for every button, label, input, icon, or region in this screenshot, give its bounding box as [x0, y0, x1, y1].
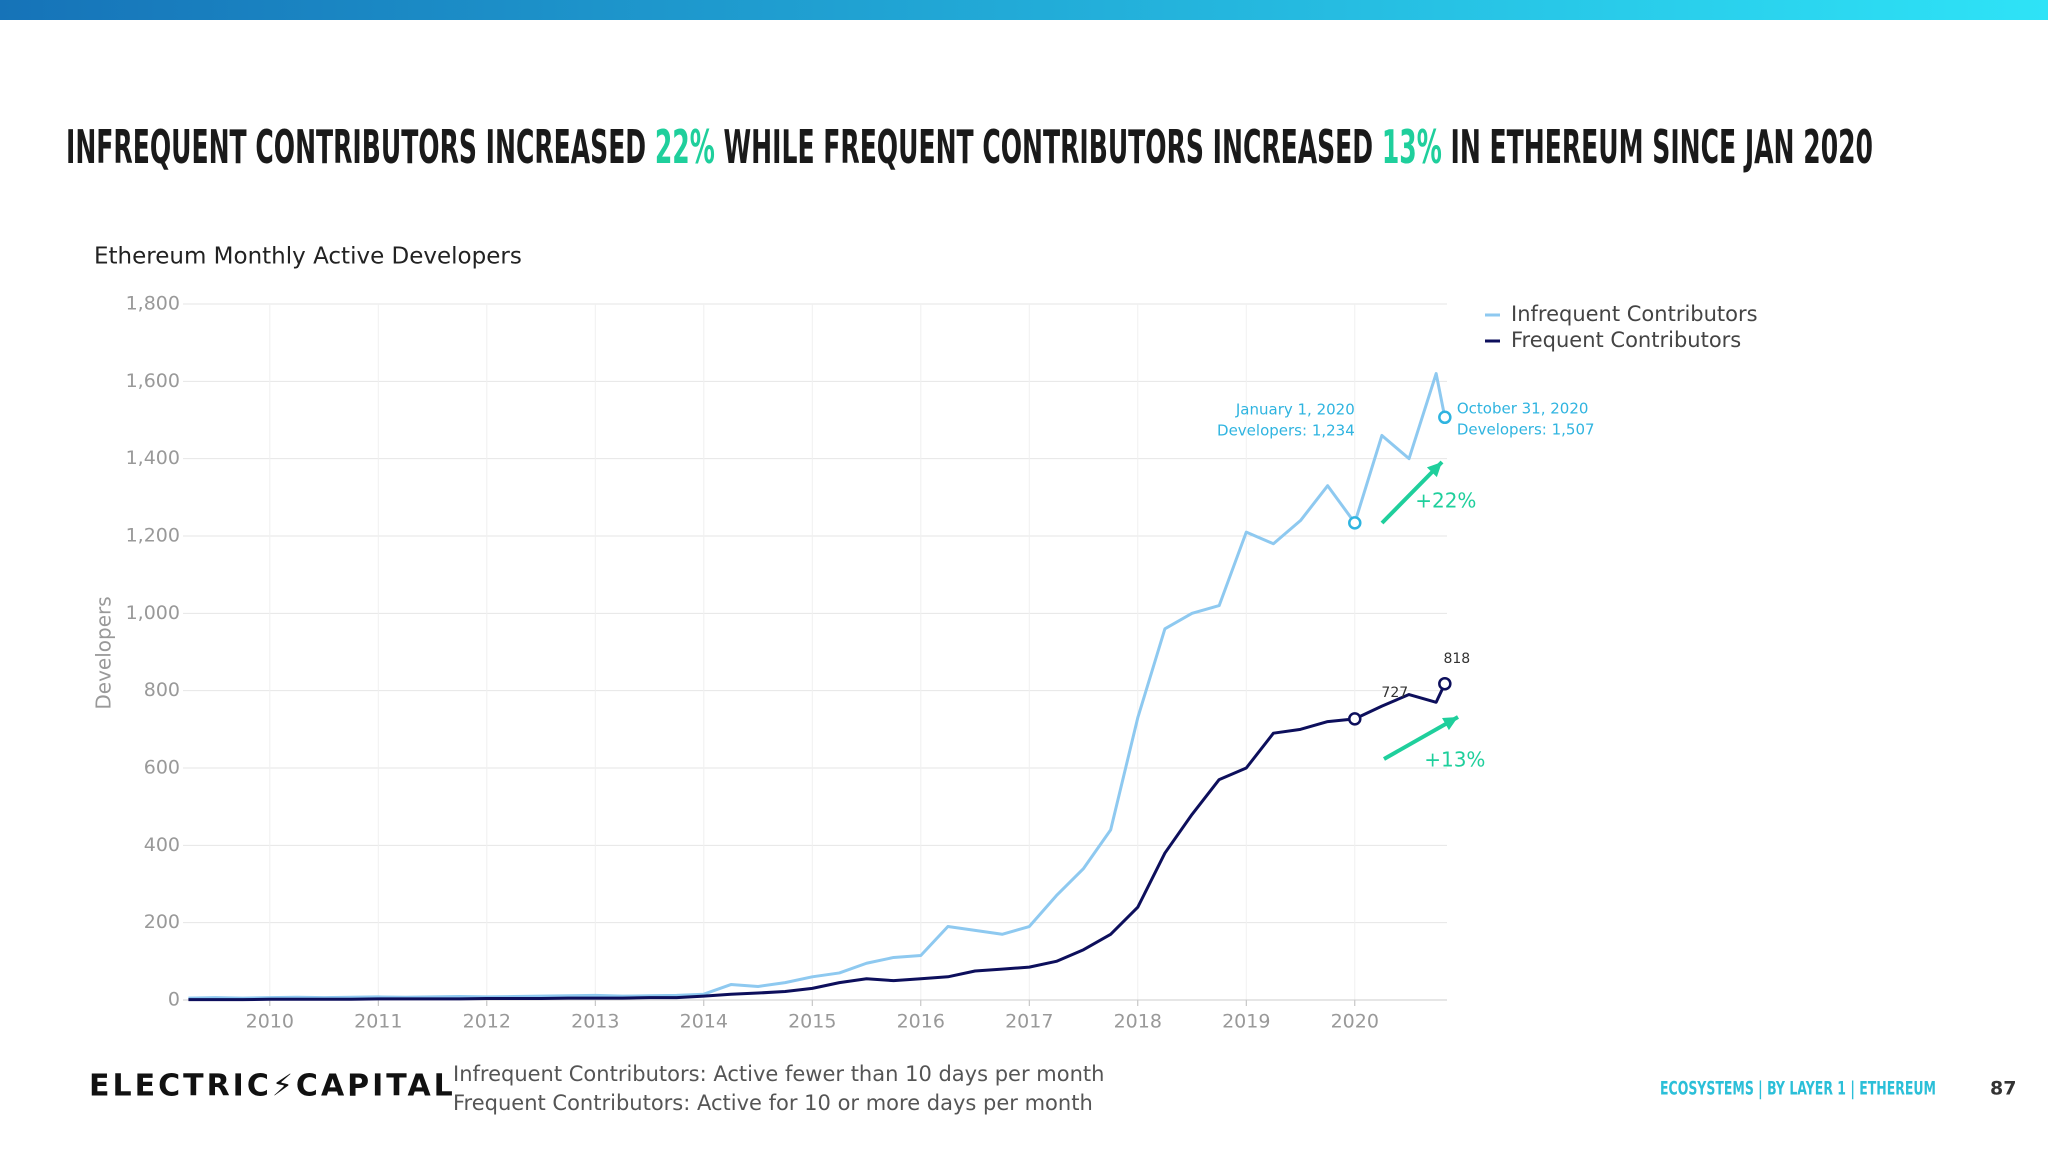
x-tick-label: 2012 [463, 1011, 511, 1033]
slide-title: INFREQUENT CONTRIBUTORS INCREASED 22% WH… [66, 120, 1873, 174]
annotation: 727 [1381, 685, 1408, 701]
chart-title: Ethereum Monthly Active Developers [94, 244, 522, 270]
annotation: January 1, 2020 [1235, 401, 1355, 419]
y-tick-label: 200 [144, 911, 180, 933]
annotation: +13% [1424, 748, 1485, 772]
x-tick-label: 2020 [1331, 1011, 1379, 1033]
point-marker [1438, 410, 1452, 425]
title-part: 22% [655, 120, 715, 174]
annotation: October 31, 2020 [1457, 400, 1589, 418]
y-tick-label: 600 [144, 757, 180, 779]
annotation: Developers: 1,234 [1217, 422, 1355, 440]
legend-label: Frequent Contributors [1511, 328, 1741, 352]
y-tick-label: 800 [144, 679, 180, 701]
x-tick-label: 2010 [246, 1011, 294, 1033]
point-marker [1348, 516, 1362, 530]
logo: ELECTRIC⚡CAPITAL [89, 1069, 456, 1104]
legend-label: Infrequent Contributors [1511, 302, 1758, 326]
y-tick-label: 1,800 [126, 293, 180, 315]
y-tick-label: 1,600 [126, 370, 180, 392]
page-number: 87 [1990, 1078, 2016, 1100]
breadcrumb: ECOSYSTEMS | BY LAYER 1 | ETHEREUM [1660, 1078, 1936, 1100]
annotation: 818 [1443, 651, 1470, 667]
title-part: WHILE FREQUENT CONTRIBUTORS INCREASED [715, 120, 1382, 174]
point-marker [1348, 712, 1362, 726]
top-bar [0, 0, 2048, 20]
x-tick-label: 2016 [897, 1011, 945, 1033]
note: Infrequent Contributors: Active fewer th… [453, 1062, 1104, 1086]
x-tick-label: 2019 [1222, 1011, 1270, 1033]
x-tick-label: 2015 [788, 1011, 836, 1033]
y-tick-label: 0 [168, 989, 180, 1011]
x-tick-label: 2014 [680, 1011, 728, 1033]
y-tick-label: 1,000 [126, 602, 180, 624]
annotation: +22% [1415, 489, 1476, 513]
title-part: 13% [1382, 120, 1442, 174]
line-series [188, 372, 1447, 1000]
arrow-head [1426, 462, 1442, 478]
y-tick-label: 1,200 [126, 525, 180, 547]
y-tick-label: 1,400 [126, 447, 180, 469]
title-part: INFREQUENT CONTRIBUTORS INCREASED [66, 120, 655, 174]
point-marker [1438, 676, 1452, 691]
x-tick-label: 2017 [1005, 1011, 1053, 1033]
note: Frequent Contributors: Active for 10 or … [453, 1091, 1093, 1115]
x-tick-label: 2011 [354, 1011, 402, 1033]
plot: 0 200 400 600 800 1,000 1,200 1,400 1,600 1,800 20… [126, 293, 1758, 1033]
x-tick-label: 2013 [571, 1011, 619, 1033]
arrow-head [1442, 717, 1458, 731]
annotation: Developers: 1,507 [1457, 421, 1595, 439]
title-part: IN ETHEREUM SINCE JAN 2020 [1442, 120, 1873, 174]
y-axis-label: Developers [92, 596, 116, 709]
x-tick-label: 2018 [1114, 1011, 1162, 1033]
y-tick-label: 400 [144, 834, 180, 856]
line-series [188, 683, 1447, 1002]
